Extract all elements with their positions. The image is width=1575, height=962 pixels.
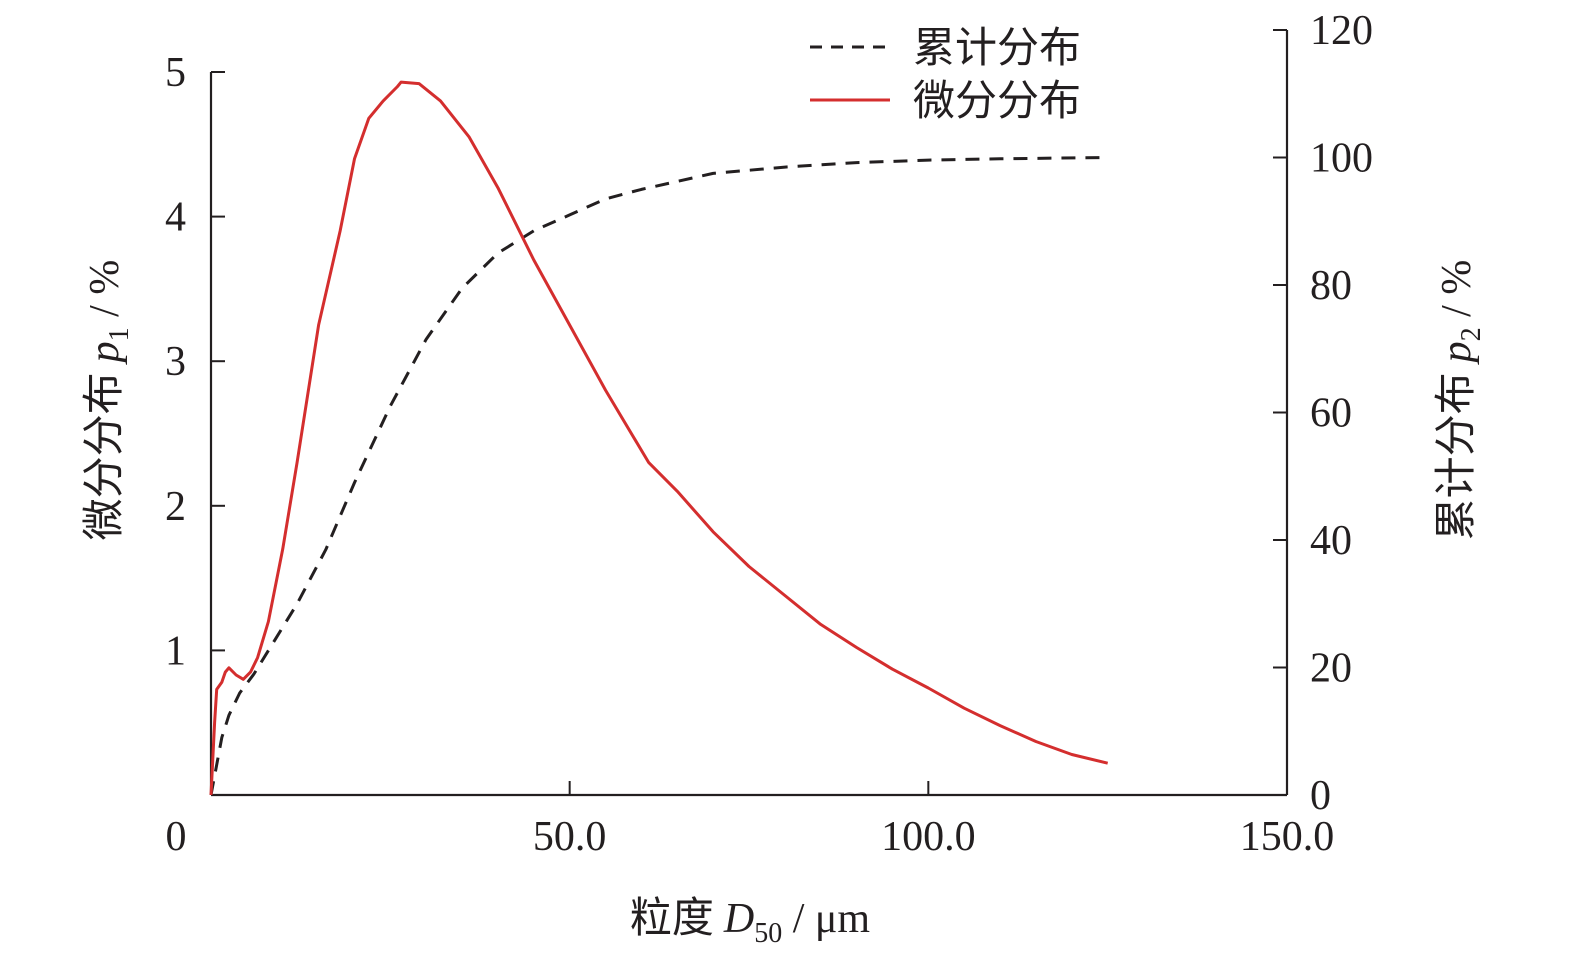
x-tick-label: 150.0 (1240, 814, 1335, 860)
x-tick-label: 100.0 (881, 814, 976, 860)
x-axis-title-unit: / μm (782, 896, 870, 942)
left-y-axis-title-sub: 1 (104, 327, 135, 341)
left-y-axis-title-var: p (82, 341, 128, 365)
right-y-tick-label: 60 (1310, 391, 1352, 437)
left-y-tick-label: 5 (165, 50, 186, 96)
left-y-tick-label: 3 (165, 339, 186, 385)
left-y-tick-label: 2 (165, 484, 186, 530)
legend-label-cumulative: 累计分布 (913, 23, 1081, 72)
right-y-tick-label: 0 (1310, 773, 1331, 819)
x-axis-title-sub: 50 (754, 918, 782, 949)
x-axis-title: 粒度 D50 / μm (630, 893, 871, 949)
x-axis-title-var: D (723, 896, 754, 942)
right-y-tick-label: 100 (1310, 136, 1373, 182)
x-tick-label: 50.0 (533, 814, 607, 860)
right-y-axis-title: 累计分布 p2 / % (1431, 260, 1487, 541)
cumulative-distribution-line (209, 156, 1108, 796)
legend-label-differential: 微分分布 (913, 76, 1081, 125)
right-y-axis-title-var: p (1434, 341, 1480, 365)
right-y-tick-label: 80 (1310, 263, 1352, 309)
left-y-tick-label: 4 (165, 195, 186, 241)
right-y-tick-label: 40 (1310, 518, 1352, 564)
right-y-axis-title-unit: / % (1434, 260, 1480, 328)
ticks-group: 0 50.0 100.0 150.0 1 2 3 4 5 0 20 40 60 80 100 120 (165, 8, 1373, 860)
left-y-axis-title: 微分分布 p1 / % (79, 260, 135, 541)
right-y-axis-title-sub: 2 (1456, 327, 1487, 341)
right-y-tick-label: 20 (1310, 646, 1352, 692)
right-y-axis-title-main: 累计分布 (1431, 372, 1480, 540)
legend: 累计分布 微分分布 (810, 23, 1081, 125)
x-axis-title-main: 粒度 (630, 893, 714, 942)
left-y-axis-title-unit: / % (82, 260, 128, 328)
differential-distribution-line (209, 80, 1109, 796)
right-y-tick-label: 120 (1310, 8, 1373, 54)
left-y-tick-label: 1 (165, 628, 186, 674)
left-y-axis-title-main: 微分分布 (79, 372, 128, 540)
x-tick-label: 0 (166, 814, 187, 860)
axes-group (209, 30, 1289, 797)
series-group (209, 80, 1109, 796)
